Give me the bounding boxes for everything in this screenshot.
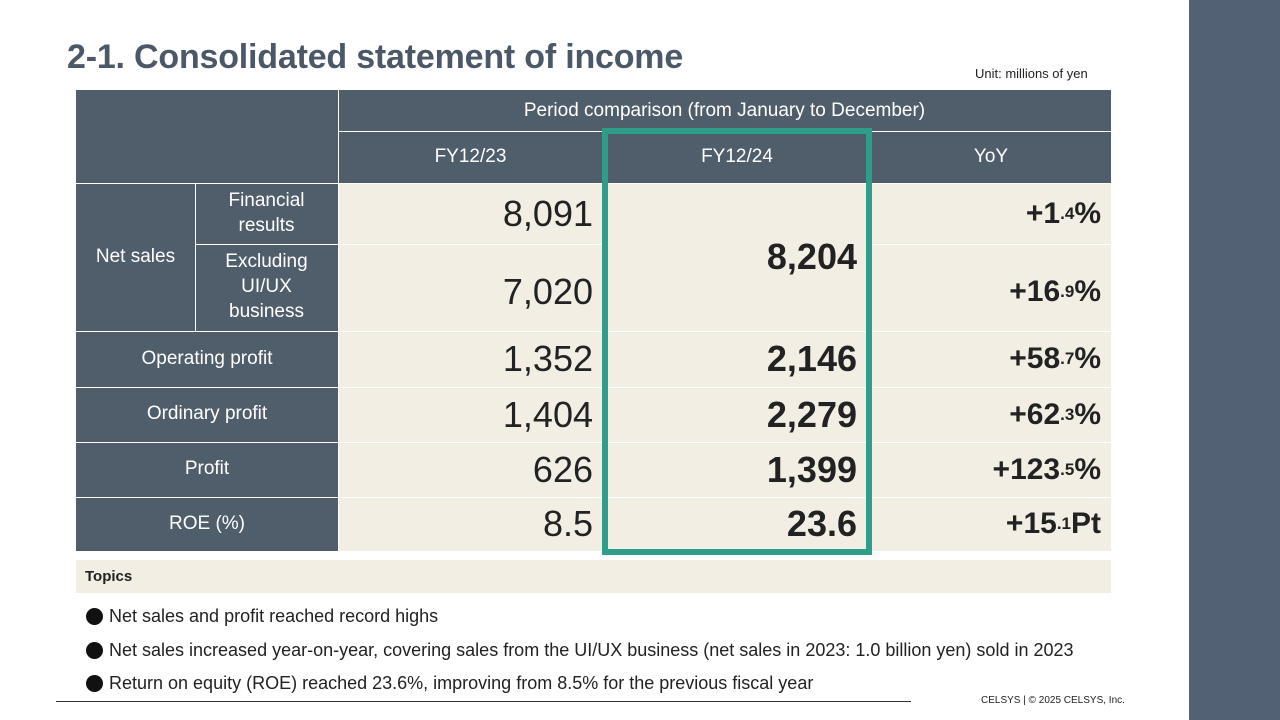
- fy24-ordinary-profit: 2,279: [603, 387, 871, 442]
- bullet-dot-icon: [86, 675, 103, 692]
- yoy-unit: %: [1074, 342, 1101, 375]
- fy23-excluding-uiux: 7,020: [338, 244, 603, 331]
- fy24-highlight-frame: [602, 128, 872, 555]
- fy23-ordinary-profit: 1,404: [338, 387, 603, 442]
- footer-copyright: CELSYS | © 2025 CELSYS, Inc.: [981, 695, 1125, 706]
- grid-line: [338, 90, 339, 551]
- fy24-operating-profit: 2,146: [603, 331, 871, 387]
- yoy-unit: %: [1074, 397, 1101, 431]
- yoy-dec: .1: [1056, 514, 1071, 533]
- grid-line: [76, 331, 1111, 332]
- income-table: Period comparison (from January to Decem…: [76, 90, 1111, 551]
- bullet-dot-icon: [86, 608, 103, 625]
- page-title: 2-1. Consolidated statement of income: [67, 38, 684, 76]
- corner-header: [76, 90, 338, 183]
- period-header: Period comparison (from January to Decem…: [338, 90, 1111, 131]
- yoy-int: +15: [1005, 507, 1057, 540]
- yoy-unit: %: [1074, 196, 1101, 230]
- row-header-profit: Profit: [76, 442, 338, 497]
- topic-item: Net sales and profit reached record high…: [86, 606, 438, 627]
- topic-text: Net sales and profit reached record high…: [109, 606, 439, 626]
- yoy-dec: .9: [1060, 281, 1075, 301]
- grid-line: [195, 244, 603, 245]
- yoy-profit: +123.5%: [871, 442, 1111, 497]
- yoy-unit: %: [1074, 274, 1101, 308]
- yoy-dec: .4: [1060, 203, 1075, 223]
- grid-line: [871, 244, 1111, 245]
- grid-line: [195, 183, 196, 331]
- grid-line: [76, 442, 1111, 443]
- topic-text: Return on equity (ROE) reached 23.6%, im…: [109, 673, 814, 693]
- yoy-dec: .7: [1060, 349, 1075, 368]
- grid-line: [76, 387, 1111, 388]
- fy24-roe: 23.6: [603, 497, 871, 551]
- column-header-yoy: YoY: [871, 131, 1111, 183]
- row-header-net-sales: Net sales: [76, 183, 195, 331]
- topic-text: Net sales increased year-on-year, coveri…: [109, 640, 1074, 660]
- column-header-fy23: FY12/23: [338, 131, 603, 183]
- yoy-dec: .5: [1060, 459, 1075, 479]
- row-header-roe: ROE (%): [76, 497, 338, 551]
- row-header-excluding-uiux: Excluding UI/UX business: [195, 244, 338, 331]
- yoy-int: +123: [992, 452, 1061, 486]
- row-header-operating-profit: Operating profit: [76, 331, 338, 387]
- yoy-int: +62: [1009, 397, 1061, 431]
- unit-note: Unit: millions of yen: [975, 66, 1088, 81]
- column-header-fy24: FY12/24: [603, 131, 871, 183]
- side-decoration-bar: [1189, 0, 1280, 720]
- grid-line: [76, 497, 1111, 498]
- fy23-operating-profit: 1,352: [338, 331, 603, 387]
- topics-label: Topics: [85, 568, 133, 585]
- topics-bar: [76, 560, 1111, 593]
- yoy-unit: Pt: [1071, 507, 1101, 540]
- yoy-excluding-uiux: +16.9%: [871, 244, 1111, 331]
- yoy-ordinary-profit: +62.3%: [871, 387, 1111, 442]
- topic-item: Return on equity (ROE) reached 23.6%, im…: [86, 673, 813, 694]
- topic-item: Net sales increased year-on-year, coveri…: [86, 640, 1074, 661]
- row-header-financial-results: Financial results: [195, 183, 338, 244]
- fy23-profit: 626: [338, 442, 603, 497]
- grid-line: [76, 183, 1111, 184]
- bullet-dot-icon: [86, 642, 103, 659]
- yoy-int: +16: [1009, 274, 1061, 308]
- fy23-roe: 8.5: [338, 497, 603, 551]
- yoy-int: +1: [1025, 196, 1061, 230]
- fy24-net-sales: 8,204: [603, 183, 871, 331]
- yoy-roe: +15.1 Pt: [871, 497, 1111, 551]
- yoy-unit: %: [1074, 452, 1101, 486]
- row-header-ordinary-profit: Ordinary profit: [76, 387, 338, 442]
- yoy-operating-profit: +58.7%: [871, 331, 1111, 387]
- yoy-dec: .3: [1060, 404, 1075, 424]
- footer-divider: [56, 701, 911, 702]
- fy23-financial-results: 8,091: [338, 183, 603, 244]
- yoy-int: +58: [1009, 342, 1061, 375]
- fy24-profit: 1,399: [603, 442, 871, 497]
- yoy-financial-results: +1.4%: [871, 183, 1111, 244]
